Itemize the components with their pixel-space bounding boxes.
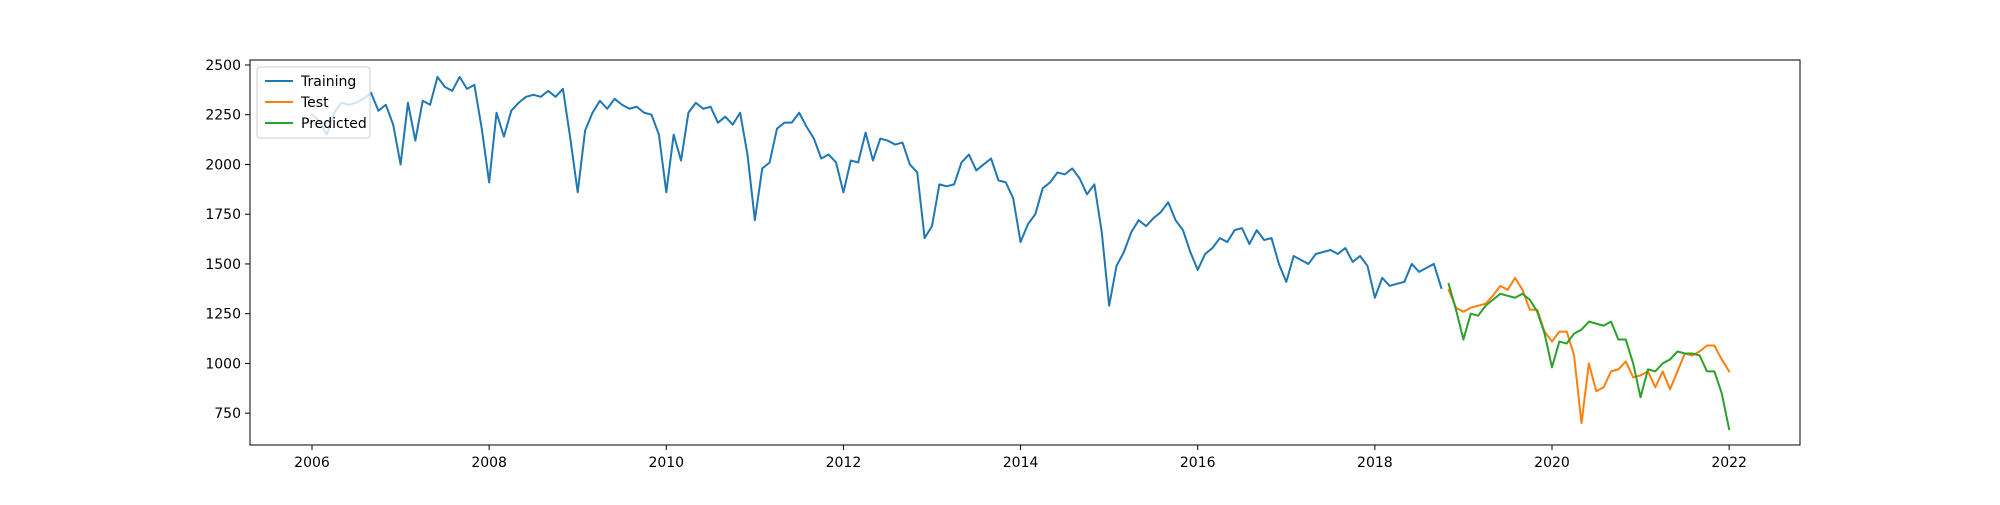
y-tick-label: 1750 [205, 207, 241, 223]
x-tick-label: 2022 [1711, 455, 1747, 471]
x-tick-label: 2008 [471, 455, 507, 471]
series-line-test [1447, 276, 1731, 425]
legend-label-training: Training [300, 74, 356, 90]
series-line-training [310, 75, 1443, 307]
x-tick-label: 2014 [1003, 455, 1039, 471]
x-tick-label: 2006 [294, 455, 330, 471]
y-tick-label: 1250 [205, 307, 241, 323]
legend: Training Test Predicted [256, 66, 371, 139]
legend-label-predicted: Predicted [301, 116, 367, 132]
x-tick-label: 2010 [648, 455, 684, 471]
y-tick-label: 1500 [205, 257, 241, 273]
y-tick-label: 1000 [205, 356, 241, 372]
series-line-predicted [1447, 282, 1731, 431]
x-tick-label: 2012 [826, 455, 862, 471]
x-tick-label: 2018 [1357, 455, 1393, 471]
y-tick-label: 2250 [205, 108, 241, 124]
series-layer [310, 75, 1731, 431]
x-axis: 2006 2008 2010 2012 2014 2016 2018 2020 2022 [294, 445, 1747, 471]
legend-box [256, 66, 371, 139]
y-tick-label: 2500 [205, 58, 241, 74]
y-tick-label: 2000 [205, 157, 241, 173]
x-tick-label: 2016 [1180, 455, 1216, 471]
x-tick-label: 2020 [1534, 455, 1570, 471]
y-axis: 750 1000 1250 1500 1750 2000 2250 2500 [205, 58, 250, 422]
plot-area-frame [249, 59, 1801, 446]
y-tick-label: 750 [214, 406, 241, 422]
legend-label-test: Test [300, 95, 329, 111]
